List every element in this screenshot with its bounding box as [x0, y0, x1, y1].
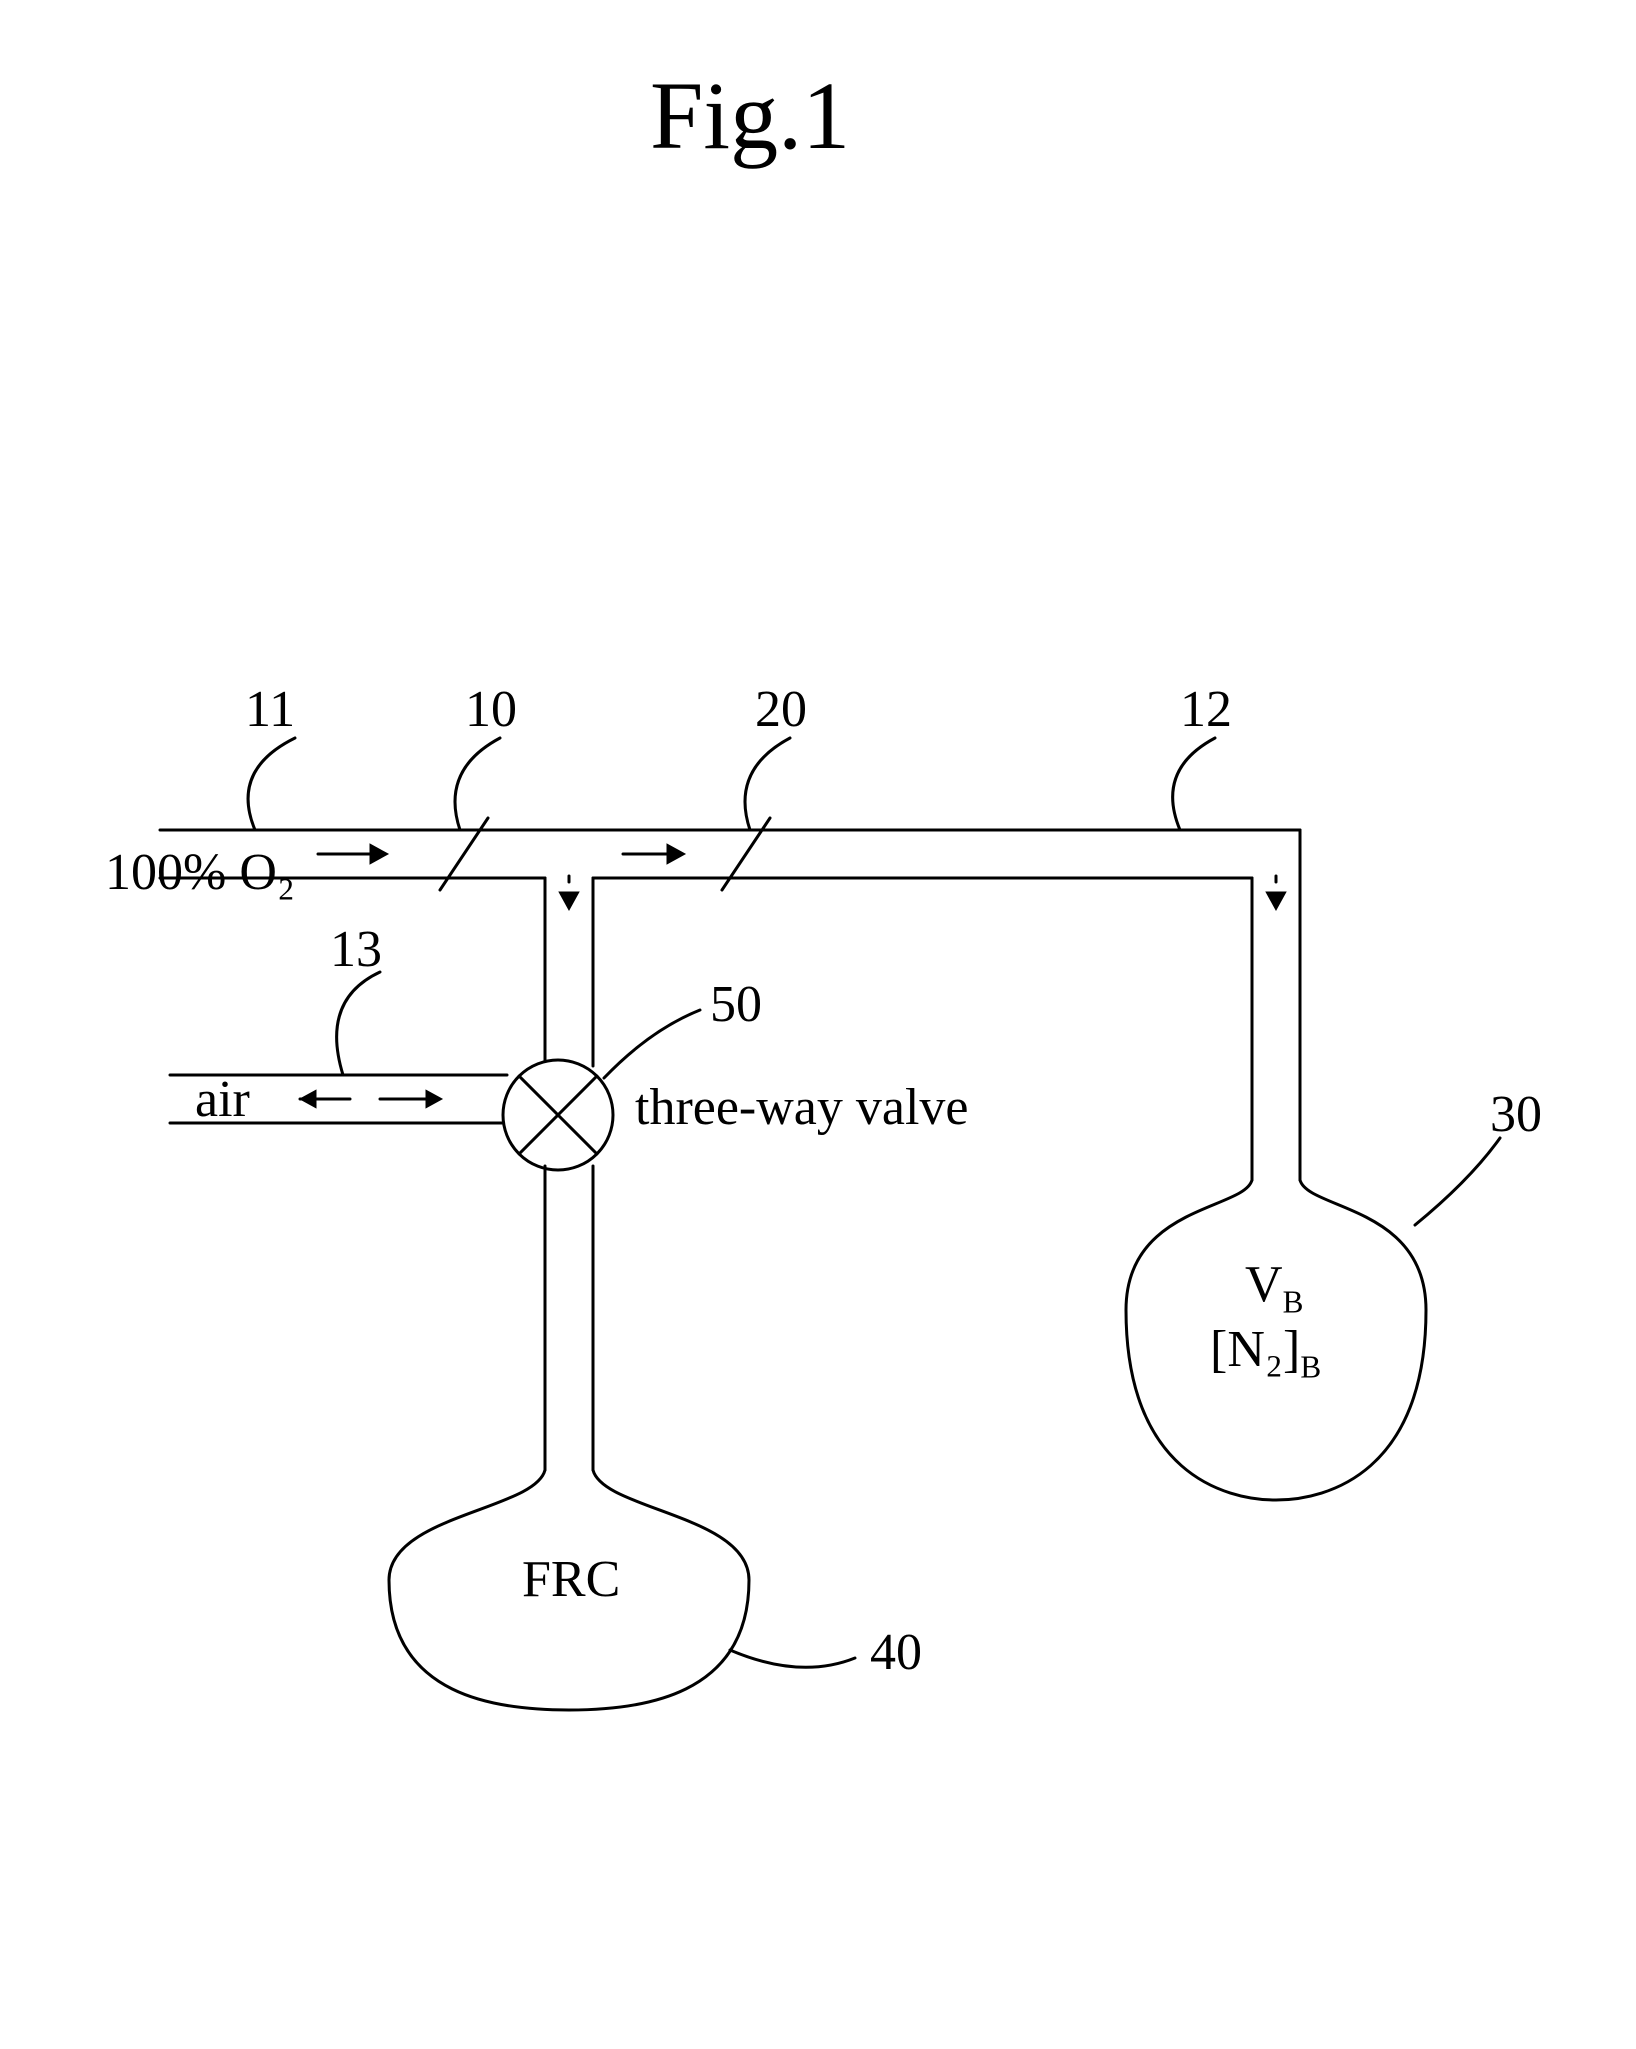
ref-20: 20: [755, 680, 807, 739]
o2-supply-label: 100% O₂: [105, 843, 295, 902]
vb-symbol: V: [1245, 1256, 1283, 1313]
frc-label: FRC: [522, 1550, 620, 1609]
ref-13: 13: [330, 920, 382, 979]
n2-symbol: [N₂]: [1210, 1321, 1300, 1378]
diagram-svg: [0, 0, 1636, 2049]
ref-11: 11: [245, 680, 295, 739]
ref-10: 10: [465, 680, 517, 739]
air-label: air: [195, 1070, 250, 1129]
n2-subscript: B: [1300, 1349, 1321, 1384]
vb-label-line1: VB: [1245, 1255, 1303, 1320]
ref-30: 30: [1490, 1085, 1542, 1144]
ref-50: 50: [710, 975, 762, 1034]
valve-label: three-way valve: [635, 1078, 968, 1137]
ref-40: 40: [870, 1623, 922, 1682]
ref-12: 12: [1180, 680, 1232, 739]
vb-label-line2: [N₂]B: [1210, 1320, 1321, 1385]
vb-subscript: B: [1283, 1284, 1304, 1319]
